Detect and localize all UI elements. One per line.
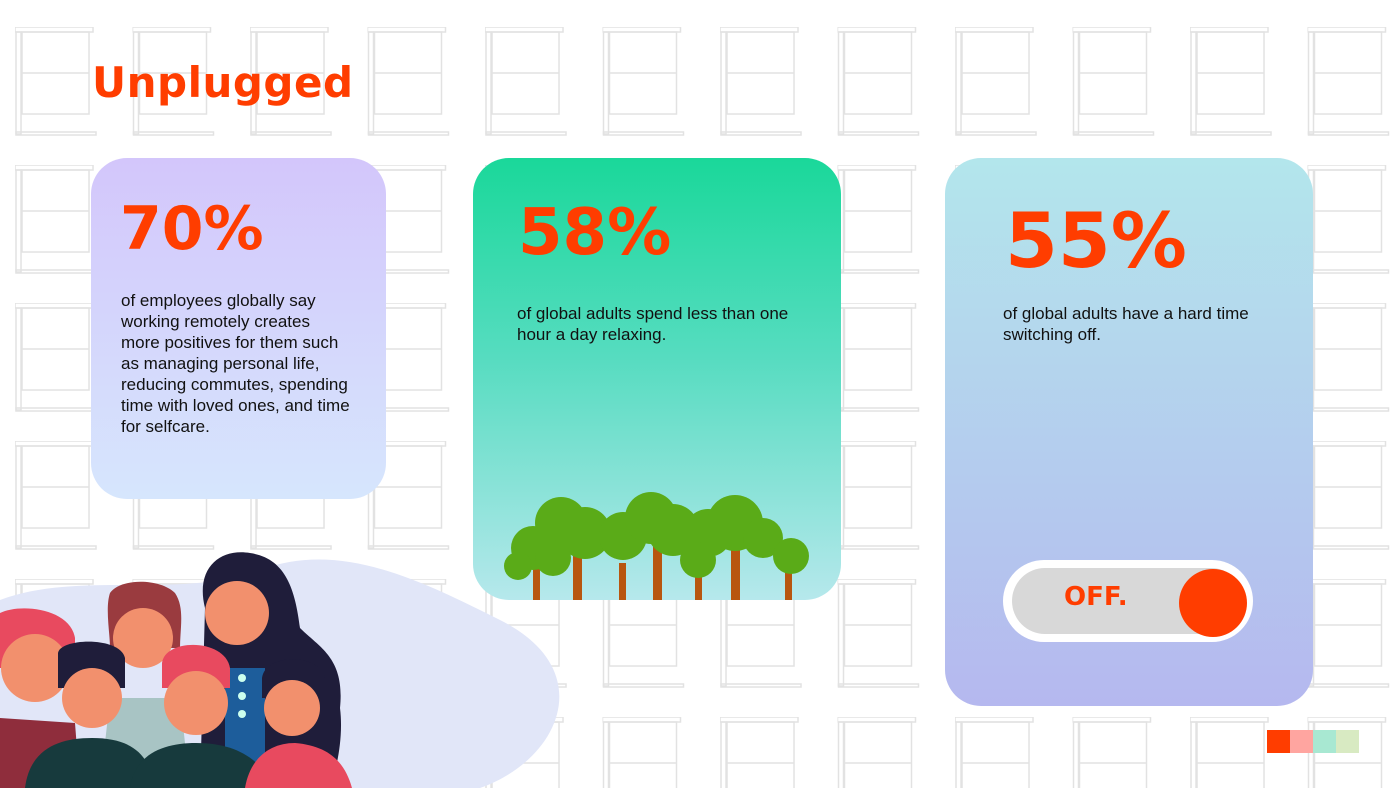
page-title: Unplugged bbox=[92, 58, 354, 107]
stat-percent: 58% bbox=[518, 196, 672, 270]
toggle-knob[interactable] bbox=[1179, 569, 1247, 637]
swatch-pink bbox=[1290, 730, 1313, 753]
swatch-orange bbox=[1267, 730, 1290, 753]
swatch-mint bbox=[1313, 730, 1336, 753]
people-illustration bbox=[0, 552, 352, 788]
stat-percent: 55% bbox=[1005, 196, 1187, 285]
swatch-green bbox=[1336, 730, 1359, 753]
color-palette bbox=[1267, 730, 1359, 753]
stat-description: of employees globally say working remote… bbox=[121, 291, 350, 436]
toggle-label: OFF. bbox=[1064, 582, 1128, 612]
off-toggle-switch[interactable]: OFF. bbox=[1003, 560, 1253, 642]
stat-description: of global adults have a hard time switch… bbox=[1003, 304, 1249, 344]
stat-percent: 70% bbox=[120, 194, 264, 264]
stat-card-58: 58% of global adults spend less than one… bbox=[473, 158, 841, 600]
stat-description: of global adults spend less than one hou… bbox=[517, 304, 789, 344]
trees-illustration bbox=[504, 492, 809, 600]
stat-card-70: 70% of employees globally say working re… bbox=[91, 158, 386, 499]
